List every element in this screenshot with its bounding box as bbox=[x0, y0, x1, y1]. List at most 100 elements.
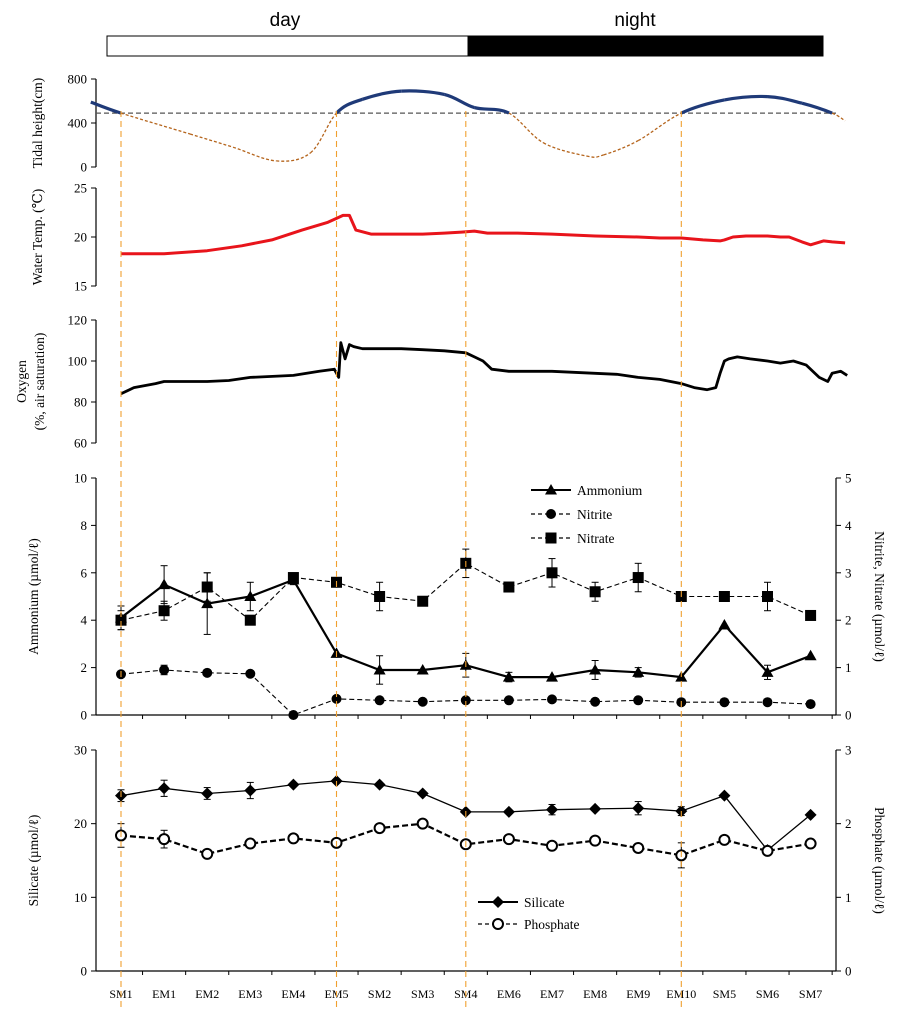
tide-low-curve bbox=[637, 112, 682, 142]
legend-entry-nitrate: Nitrate bbox=[531, 531, 614, 546]
ammonium-point bbox=[718, 618, 731, 630]
oxygen-line bbox=[120, 341, 848, 396]
ammonium-point bbox=[632, 666, 645, 677]
tide-high-segments bbox=[90, 89, 833, 115]
right-tick-label: 2 bbox=[845, 613, 852, 628]
x-tick-label: EM3 bbox=[238, 987, 262, 1001]
silicate-legend: Silicate Phosphate bbox=[478, 895, 580, 932]
x-tick-label: SM7 bbox=[799, 987, 822, 1001]
left-tick-label: 10 bbox=[74, 890, 87, 905]
left-tick-label: 2 bbox=[81, 660, 88, 675]
tide-low-curve bbox=[586, 154, 604, 158]
silicate-point bbox=[804, 808, 817, 821]
silicate-point bbox=[330, 774, 343, 787]
nutrients-panel: 0 2 4 6 8 10 0 1 2 3 4 5 Ammonium (µmol/ℓ) Nitrite, N… bbox=[26, 471, 887, 723]
left-tick-label: 30 bbox=[74, 743, 87, 758]
ammonium-point bbox=[589, 663, 602, 675]
night-segment bbox=[467, 35, 824, 57]
phosphate-point bbox=[502, 833, 515, 846]
silicate-point bbox=[158, 782, 171, 795]
ammonium-point bbox=[201, 597, 214, 609]
legend-label: Nitrate bbox=[577, 531, 614, 546]
legend-entry-nitrite: Nitrite bbox=[531, 507, 612, 522]
legend-label: Silicate bbox=[524, 895, 565, 910]
left-tick-label: 0 bbox=[81, 964, 88, 979]
nitrite-point bbox=[805, 699, 816, 710]
nitrite-point bbox=[590, 696, 601, 707]
day-label: day bbox=[270, 10, 301, 31]
oxygen-axis-title-line2: (%, air saturation) bbox=[32, 333, 47, 431]
ammonium-point bbox=[804, 649, 817, 661]
nitrate-point bbox=[374, 591, 386, 602]
left-tick-label: 8 bbox=[81, 518, 88, 533]
x-tick-label: SM6 bbox=[756, 987, 779, 1001]
right-tick-label: 5 bbox=[845, 471, 852, 486]
silicate-point bbox=[632, 802, 645, 815]
x-tick-label: EM2 bbox=[195, 987, 219, 1001]
tide-high-curve bbox=[680, 98, 725, 115]
nitrate-point bbox=[718, 591, 730, 602]
phosphate-point bbox=[158, 833, 171, 846]
nitrite-point bbox=[374, 695, 385, 706]
x-tick-label: EM4 bbox=[281, 987, 305, 1001]
ammonium-point bbox=[502, 671, 515, 682]
nitrite-point bbox=[417, 696, 428, 707]
silicate-axis-title: Silicate (µmol/ℓ) bbox=[26, 815, 41, 907]
tide-high-curve bbox=[767, 95, 803, 105]
legend-marker bbox=[546, 509, 556, 519]
nitrite-point bbox=[331, 693, 342, 704]
nitrite-point bbox=[202, 667, 213, 678]
phosphate-point bbox=[201, 847, 214, 860]
legend-label: Phosphate bbox=[524, 917, 580, 932]
left-tick-label: 20 bbox=[74, 816, 87, 831]
legend-marker bbox=[492, 896, 504, 908]
nitrite-point bbox=[245, 668, 256, 679]
legend-marker bbox=[545, 484, 557, 495]
ammonium-point bbox=[158, 578, 171, 590]
tide-high-curve bbox=[90, 100, 122, 115]
tide-axis-title: Tidal height(cm) bbox=[30, 78, 45, 169]
silicate-point bbox=[373, 778, 386, 791]
nitrate-point bbox=[287, 572, 299, 584]
phosphate-point bbox=[761, 844, 774, 857]
ammonium-point bbox=[416, 663, 429, 675]
x-tick-label: EM1 bbox=[152, 987, 176, 1001]
silicate-point bbox=[718, 789, 731, 802]
silicate-point bbox=[502, 805, 515, 818]
period-bar: day night bbox=[106, 10, 824, 57]
silicate-point bbox=[201, 787, 214, 800]
nitrite-point bbox=[460, 695, 471, 706]
nitrite-nitrate-axis-title: Nitrite, Nitrate (µmol/ℓ) bbox=[872, 531, 887, 662]
tide-high-curve bbox=[361, 89, 402, 101]
phosphate-point bbox=[287, 832, 300, 845]
phosphate-axis-title: Phosphate (µmol/ℓ) bbox=[872, 807, 887, 914]
legend-label: Nitrite bbox=[577, 507, 612, 522]
nitrate-point bbox=[546, 567, 558, 579]
right-tick-label: 0 bbox=[845, 708, 852, 723]
nitrite-point bbox=[719, 697, 730, 708]
tide-low-curve bbox=[508, 112, 544, 144]
left-tick-label: 80 bbox=[74, 395, 87, 410]
tide-low-segments bbox=[120, 112, 846, 162]
ammonium-point bbox=[761, 666, 774, 677]
right-tick-label: 4 bbox=[845, 518, 852, 533]
left-tick-label: 0 bbox=[81, 160, 88, 175]
nitrite-point bbox=[159, 664, 170, 675]
left-tick-label: 60 bbox=[74, 436, 87, 451]
ammonium-point bbox=[546, 671, 558, 682]
tide-low-curve bbox=[543, 142, 587, 157]
tide-low-curve bbox=[189, 133, 234, 148]
silicate-point bbox=[287, 778, 300, 791]
silicate-point bbox=[589, 802, 602, 815]
night-label: night bbox=[614, 10, 656, 31]
legend-entry-silicate: Silicate bbox=[478, 895, 565, 910]
right-tick-label: 1 bbox=[845, 890, 852, 905]
left-tick-label: 15 bbox=[74, 279, 87, 294]
left-tick-label: 800 bbox=[68, 72, 88, 87]
phosphate-point bbox=[589, 834, 602, 847]
left-tick-label: 10 bbox=[74, 471, 87, 486]
silicate-point bbox=[244, 784, 257, 797]
temperature-line bbox=[121, 213, 846, 256]
legend-marker bbox=[492, 918, 504, 930]
